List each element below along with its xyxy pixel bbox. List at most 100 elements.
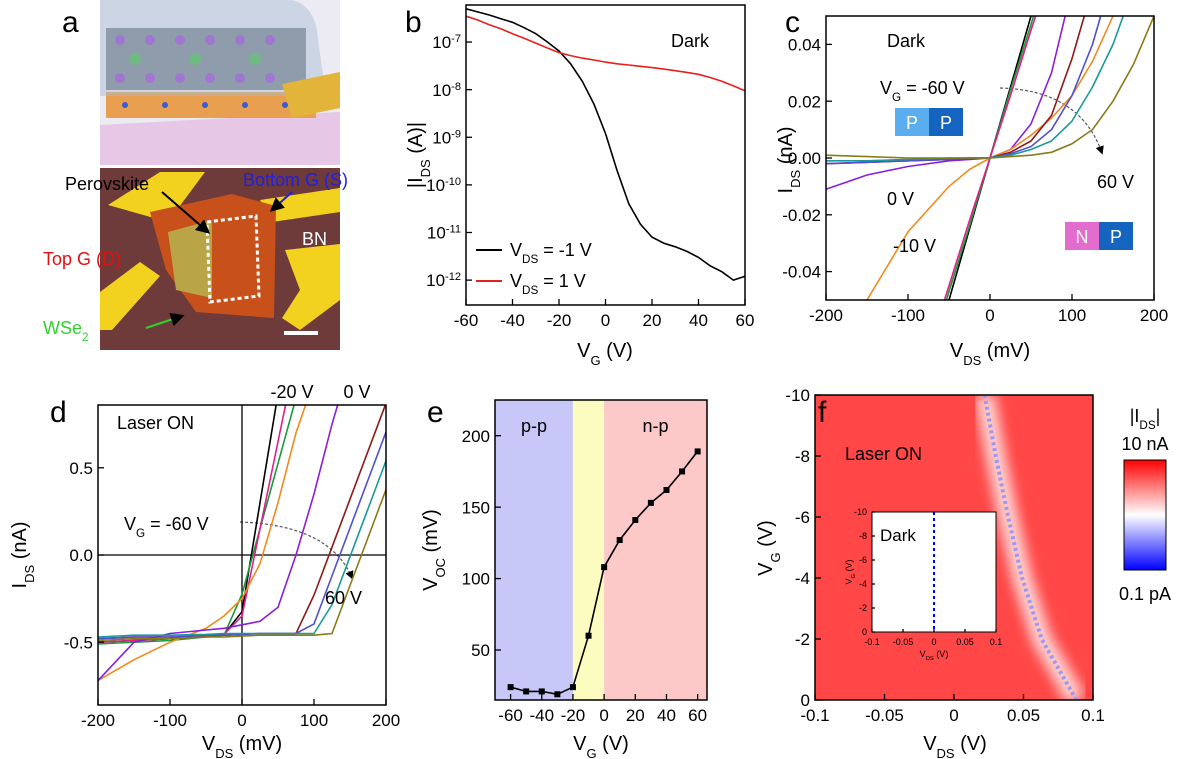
- text-part: DS: [22, 565, 37, 583]
- y-tick-label: 10-8: [432, 81, 461, 100]
- colorbar-max: 10 nA: [1121, 434, 1168, 454]
- annotation: -10 V: [893, 236, 936, 256]
- y-tick-label: -0.5: [64, 633, 93, 652]
- x-tick-label: 100: [300, 711, 328, 730]
- x-axis-label: VG (V): [577, 340, 633, 368]
- colorbar: [1124, 460, 1166, 570]
- text-part: N: [1076, 227, 1089, 247]
- text-part: (mV): [420, 509, 442, 558]
- text-part: (nA): [775, 127, 797, 170]
- text-part: -200: [81, 711, 115, 730]
- text-part: V: [124, 514, 136, 534]
- text-part: DS: [788, 170, 803, 188]
- text-part: G: [892, 91, 901, 104]
- region: [573, 400, 604, 700]
- series-line: [826, 0, 1154, 164]
- marker: [601, 564, 607, 570]
- series-line: [826, 0, 1154, 161]
- text-part: Dark: [887, 31, 926, 51]
- text-part: 20: [626, 706, 645, 725]
- figure: a Perovskite Bottom G (S) BN Top G (D) W…: [0, 0, 1183, 759]
- x-tick-label: 40: [689, 311, 708, 330]
- text-part: e: [427, 396, 444, 429]
- text-part: 60 V: [325, 588, 362, 608]
- y-tick-label: -6: [795, 508, 810, 527]
- text-part: DS: [418, 159, 433, 177]
- x-tick-label: -200: [81, 711, 115, 730]
- y-tick-label: -6: [859, 555, 867, 565]
- text-part: 0: [949, 706, 958, 725]
- marker: [632, 517, 638, 523]
- series-line: [826, 0, 1154, 164]
- x-tick-label: 0.05: [956, 637, 974, 647]
- text-part: |I: [1130, 406, 1140, 426]
- region: [604, 400, 707, 700]
- photo-label: Perovskite: [65, 174, 149, 194]
- badge-label: P: [906, 113, 918, 133]
- text-part: (V): [601, 340, 633, 362]
- text-part: G: [587, 746, 597, 759]
- y-axis-label: |IDS (A)|: [405, 122, 433, 188]
- device-schematic: [100, 0, 340, 165]
- panel-letter: f: [818, 396, 827, 429]
- marker: [617, 537, 623, 543]
- colorbar-min: 0.1 pA: [1119, 584, 1171, 604]
- x-tick-label: 20: [626, 706, 645, 725]
- text-part: 0.5: [69, 459, 93, 478]
- y-axis-label: VG (V): [755, 520, 783, 576]
- text-part: -2: [795, 630, 810, 649]
- x-tick-label: 200: [1140, 306, 1168, 325]
- text-part: 0 V: [343, 382, 370, 402]
- text-part: b: [405, 6, 422, 39]
- y-tick-label: 10-7: [432, 33, 461, 52]
- text-part: -100: [153, 711, 187, 730]
- text-part: Laser ON: [845, 444, 922, 464]
- x-tick-label: 60: [736, 311, 755, 330]
- text-part: -10 V: [893, 236, 936, 256]
- panel-letter: e: [427, 396, 444, 429]
- x-tick-label: 0: [599, 706, 608, 725]
- x-axis-label: VDS (mV): [950, 340, 1030, 368]
- text-part: 0: [931, 637, 936, 647]
- text-part: -10: [445, 176, 461, 188]
- y-tick-label: 0.0: [69, 546, 93, 565]
- y-tick-label: 10-9: [432, 128, 461, 147]
- marker: [648, 500, 654, 506]
- text-part: 60: [736, 311, 755, 330]
- marker: [554, 691, 560, 697]
- marker: [679, 468, 685, 474]
- text-part: 0: [599, 706, 608, 725]
- text-part: = -1 V: [538, 240, 592, 260]
- x-axis-label: VDS (mV): [202, 733, 282, 759]
- text-part: -4: [795, 569, 810, 588]
- annotation: 0 V: [887, 189, 914, 209]
- marker: [695, 448, 701, 454]
- text-part: Bottom G (S): [243, 170, 348, 190]
- x-tick-label: -40: [500, 311, 525, 330]
- text-part: -2: [859, 603, 867, 613]
- text-part: 100: [1058, 306, 1086, 325]
- x-tick-label: 0.05: [1007, 706, 1040, 725]
- text-part: -40: [500, 311, 525, 330]
- device-photo: [100, 168, 340, 350]
- text-part: (V): [934, 649, 949, 659]
- x-tick-label: 0.1: [1081, 706, 1105, 725]
- text-part: 2: [82, 331, 89, 344]
- legend-label: VDS = -1 V: [510, 240, 592, 266]
- text-part: DS: [215, 746, 233, 759]
- marker: [508, 684, 514, 690]
- annotation: 0 V: [343, 382, 370, 402]
- bn-cover: [100, 0, 326, 96]
- text-part: 10 nA: [1121, 434, 1168, 454]
- text-part: 0: [237, 711, 246, 730]
- text-part: (V): [597, 733, 629, 755]
- photo-label: WSe2: [43, 318, 89, 344]
- text-part: a: [62, 6, 79, 39]
- text-part: G: [768, 552, 783, 562]
- text-part: 40: [689, 311, 708, 330]
- y-tick-label: -2: [859, 603, 867, 613]
- text-part: DS: [926, 656, 934, 662]
- text-part: G: [136, 527, 145, 540]
- text-part: = -60 V: [901, 78, 965, 98]
- text-part: 0: [801, 691, 810, 710]
